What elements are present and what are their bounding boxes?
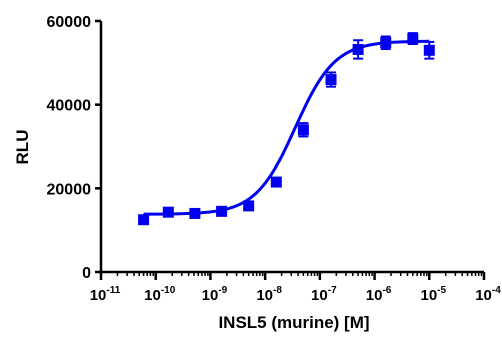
data-point <box>162 206 174 218</box>
data-point <box>407 33 419 45</box>
axes: 0 20000 40000 60000 10-11 10-10 10-9 10-8 10-7 10… <box>47 14 502 304</box>
data-point <box>297 124 309 136</box>
data-point <box>243 200 255 212</box>
data-point <box>423 44 435 56</box>
x-tick-label: 10-7 <box>311 285 337 304</box>
x-tick-label: 10-6 <box>366 285 392 304</box>
x-tick-label: 10-10 <box>144 285 176 304</box>
fit-curve-layer <box>143 39 430 216</box>
data-point <box>216 205 228 217</box>
x-tick-label: 10-9 <box>202 285 228 304</box>
x-tick-label: 10-4 <box>475 285 501 304</box>
data-point <box>325 74 337 86</box>
y-tick-label: 0 <box>82 265 91 282</box>
x-tick-label: 10-8 <box>256 285 282 304</box>
x-axis-title: INSL5 (murine) [M] <box>218 313 369 332</box>
data-point <box>138 214 150 226</box>
data-point <box>270 176 282 188</box>
data-points-layer <box>138 32 435 226</box>
data-point <box>380 37 392 49</box>
y-tick-label: 20000 <box>47 181 92 198</box>
x-tick-label: 10-5 <box>420 285 446 304</box>
y-axis-title: RLU <box>13 130 32 165</box>
data-point <box>189 207 201 219</box>
y-tick-label: 40000 <box>47 98 92 115</box>
x-tick-label: 10-11 <box>90 285 121 304</box>
data-point <box>352 43 364 55</box>
fit-curve <box>143 39 430 216</box>
y-tick-label: 60000 <box>47 14 92 31</box>
